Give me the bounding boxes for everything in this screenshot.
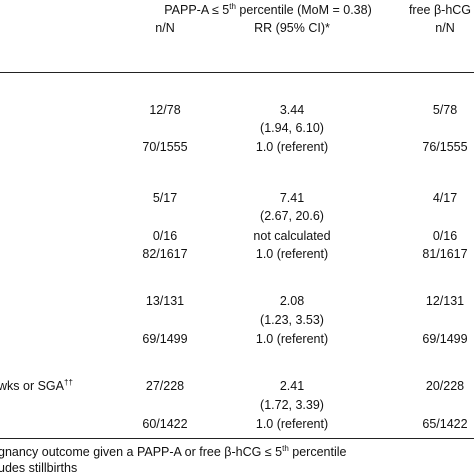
cell-count: 12/131: [425, 294, 465, 308]
cell-rr: (1.72, 3.39): [260, 398, 324, 412]
cell-count: 0/16: [432, 229, 458, 243]
header-rule: [0, 72, 474, 73]
cell-count: 70/1555: [142, 140, 188, 154]
cell-rr: 1.0 (referent): [255, 140, 329, 154]
text-segment: udes stillbirths: [0, 461, 78, 474]
column-header: n/N: [155, 21, 175, 35]
cell-count: 69/1499: [142, 332, 188, 346]
cell-count: 65/1422: [422, 417, 468, 431]
row-label: wks or SGA††: [0, 378, 73, 394]
cell-rr: 1.0 (referent): [255, 332, 329, 346]
cell-rr: (1.23, 3.53): [260, 313, 324, 327]
text-segment: percentile (MoM = 0.38): [235, 3, 372, 17]
cell-count: 69/1499: [422, 332, 468, 346]
cell-rr: (2.67, 20.6): [260, 209, 324, 223]
group-header: free β-hCG: [408, 3, 472, 17]
cell-count: 12/78: [149, 103, 181, 117]
text-segment: wks or SGA: [0, 379, 64, 393]
cell-rr: (1.94, 6.10): [260, 121, 324, 135]
column-header: n/N: [435, 21, 455, 35]
cell-rr: 1.0 (referent): [255, 247, 329, 261]
cell-count: 4/17: [432, 191, 458, 205]
superscript: th: [282, 444, 289, 453]
superscript: th: [229, 2, 236, 11]
group-header: PAPP-A ≤ 5th percentile (MoM = 0.38): [164, 2, 372, 18]
cell-count: 0/16: [152, 229, 178, 243]
cell-count: 27/228: [145, 379, 185, 393]
cell-rr: 2.41: [279, 379, 305, 393]
cell-count: 81/1617: [422, 247, 468, 261]
cell-rr: 2.08: [279, 294, 305, 308]
text-segment: gnancy outcome given a PAPP-A or free β-…: [0, 445, 283, 459]
cell-count: 60/1422: [142, 417, 188, 431]
superscript: ††: [64, 378, 73, 387]
footnote: udes stillbirths: [0, 460, 77, 474]
footer-rule: [0, 438, 474, 439]
text-segment: PAPP-A ≤ 5: [164, 3, 230, 17]
cell-rr: not calculated: [253, 229, 331, 243]
cell-rr: 1.0 (referent): [255, 417, 329, 431]
footnote: gnancy outcome given a PAPP-A or free β-…: [0, 444, 346, 460]
cell-count: 82/1617: [142, 247, 188, 261]
column-header: RR (95% CI)*: [254, 21, 330, 35]
text-segment: percentile: [288, 445, 347, 459]
cell-rr: 7.41: [279, 191, 305, 205]
cell-count: 13/131: [145, 294, 185, 308]
cell-count: 5/78: [432, 103, 458, 117]
cell-count: 20/228: [425, 379, 465, 393]
cell-count: 76/1555: [422, 140, 468, 154]
cell-rr: 3.44: [279, 103, 305, 117]
cell-count: 5/17: [152, 191, 178, 205]
